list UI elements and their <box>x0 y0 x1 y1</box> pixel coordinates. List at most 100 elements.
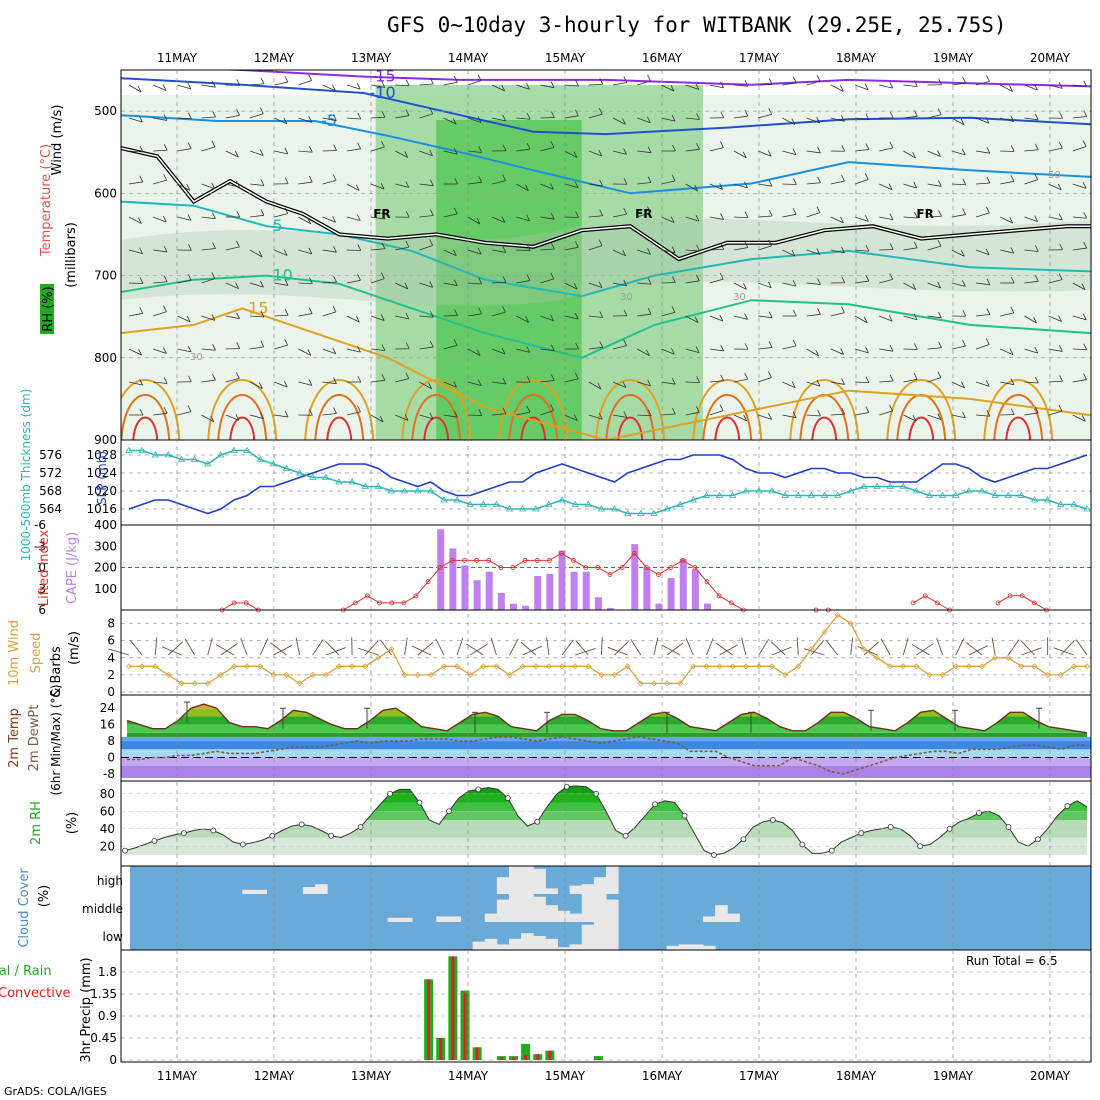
wind-speed-marker <box>362 663 369 670</box>
wind-barb <box>879 410 893 416</box>
wind-speed-marker <box>900 663 907 670</box>
wind-barb-flag <box>212 110 216 118</box>
wind-barb <box>128 348 142 356</box>
wind-speed-marker <box>296 680 303 687</box>
wind-barb <box>298 216 311 225</box>
li-marker <box>425 579 431 585</box>
cape-bar <box>510 603 517 610</box>
wind-barb <box>758 113 772 119</box>
wind-barb <box>975 150 990 154</box>
wind-barb <box>782 249 796 257</box>
cloud-block-high <box>533 868 546 894</box>
wind-barb-flag <box>744 313 748 320</box>
rh-marker <box>976 810 982 816</box>
wind-barb <box>733 115 748 119</box>
wind10m-barb <box>614 641 629 656</box>
wind-barb-flag <box>187 273 192 281</box>
wind-barb <box>1000 117 1014 123</box>
cloud-block-middle <box>448 916 461 922</box>
wind10m-barb <box>325 640 340 656</box>
wind-barb-flag <box>623 76 628 83</box>
wind-barb-flag <box>163 173 168 181</box>
wind10m-barb <box>1060 640 1075 656</box>
wind-barb-flag <box>381 140 385 148</box>
wind-barb <box>298 313 313 317</box>
wind-barb <box>806 212 821 218</box>
thickness-marker <box>663 505 671 512</box>
wind-barb <box>370 379 385 383</box>
wind-barb-flag <box>404 151 409 158</box>
wind-barb <box>395 84 410 87</box>
rh-marker <box>799 841 806 848</box>
wind-barb-flag <box>598 412 603 420</box>
cloud-block-high <box>581 884 595 894</box>
wind-barb-flag <box>309 409 313 416</box>
temp-lobe-outer <box>121 379 181 440</box>
wind-barb <box>758 377 772 383</box>
wind-speed-marker <box>204 680 211 687</box>
wind-barb <box>854 249 869 252</box>
wind-barb-flag <box>187 405 192 412</box>
thickness-marker <box>138 446 146 453</box>
wind-barb-flag <box>476 349 481 356</box>
wind-barb-flag <box>574 312 579 320</box>
wind-barb <box>419 215 434 218</box>
wind-barb <box>128 181 143 185</box>
cape-bar <box>461 565 469 610</box>
cape-tick: 400 <box>94 518 117 532</box>
temp-lobe-inner <box>714 416 741 440</box>
wind-barb-flag <box>1034 275 1039 282</box>
wind-barb-flag <box>962 280 966 287</box>
rh-contour-label: 50 <box>120 592 133 603</box>
wind-barb-flag <box>357 345 361 353</box>
wind-barb-flag <box>986 308 991 315</box>
rh-marker <box>534 818 541 825</box>
wind-barb-flag <box>1083 80 1088 87</box>
wind10m-barb <box>295 637 301 656</box>
wind-barb <box>322 179 337 185</box>
wind-tick: 4 <box>107 651 115 665</box>
cloud-block-low <box>606 922 619 950</box>
wind-barb <box>951 183 966 186</box>
wind-barb <box>1024 280 1039 284</box>
wind-barb-flag <box>283 249 288 256</box>
wind-barb-flag <box>1058 141 1063 149</box>
wind-barb-flag <box>477 379 482 386</box>
wind10m-axis-label-b: Speed <box>29 633 44 674</box>
wind-barb <box>467 249 482 255</box>
wind-barb-flag <box>260 340 265 347</box>
wind-barb-flag <box>841 145 846 152</box>
wind-barb <box>274 117 288 125</box>
wind-barb-flag <box>1082 140 1087 147</box>
thickness-marker <box>702 491 711 498</box>
wind-barb-flag <box>551 111 555 118</box>
wind-barb <box>443 117 457 125</box>
wind-barb <box>322 348 336 355</box>
wind-barb <box>540 183 554 190</box>
li-marker <box>389 600 395 606</box>
temp-lobe-mid <box>993 394 1044 440</box>
thickness-marker <box>440 496 448 503</box>
wind-barb <box>1048 279 1063 284</box>
rh-contour-label: 30 <box>733 292 746 303</box>
wind-barb-flag <box>550 314 554 321</box>
wind-barb <box>709 380 724 383</box>
wind-barb-flag <box>381 81 386 88</box>
wind-barb <box>516 148 531 152</box>
wind-barb-flag <box>937 281 942 289</box>
temp-lobe-outer <box>983 379 1054 440</box>
rh-tick: 20 <box>100 839 115 853</box>
wind-barb-flag <box>333 144 337 151</box>
temp-line <box>126 703 1088 734</box>
wind-barb-flag <box>405 79 410 86</box>
wind-barb <box>854 381 870 384</box>
cloud-axis-unit: (%) <box>37 885 52 908</box>
thickness-marker <box>925 491 934 498</box>
wind-barb-flag <box>742 151 747 158</box>
wind-barb <box>1000 312 1014 317</box>
wind-barb <box>975 344 990 350</box>
thickness-marker <box>256 455 264 462</box>
wind-barb-flag <box>768 209 773 217</box>
cloud-block-low <box>678 944 692 950</box>
temp-lobe-inner <box>423 416 450 440</box>
